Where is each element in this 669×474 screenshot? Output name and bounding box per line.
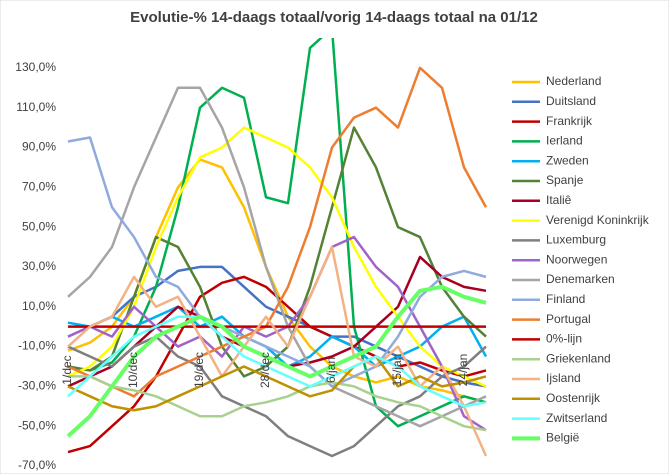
legend-label: Oostenrijk: [546, 391, 601, 405]
series-line: [67, 136, 487, 388]
plot-area: [66, 38, 488, 458]
legend-label: Denemarken: [546, 272, 615, 286]
legend-label: Verenigd Koninkrijk: [546, 213, 650, 227]
series-line: [67, 315, 487, 408]
legend-label: Spanje: [546, 173, 584, 187]
y-tick-label: 130,0%: [15, 60, 56, 74]
series-line: [67, 245, 488, 457]
legend-label: Frankrijk: [546, 114, 593, 128]
series-line: [68, 375, 487, 432]
y-tick-label: 110,0%: [16, 100, 56, 114]
legend-label: Zweden: [546, 153, 589, 167]
x-tick-label: 19/dec: [192, 352, 206, 388]
legend-label: 0%-lijn: [546, 332, 582, 346]
x-tick-label: 24/jan: [456, 354, 470, 387]
legend-label: Luxemburg: [546, 233, 606, 247]
x-tick-label: 1/dec: [60, 355, 74, 384]
series-line: [66, 284, 487, 438]
legend-label: Ierland: [546, 134, 583, 148]
y-tick-label: -10,0%: [18, 339, 56, 353]
x-tick-label: 10/dec: [126, 352, 140, 388]
legend-label: Griekenland: [546, 351, 611, 365]
x-tick-label: 6/jan: [324, 357, 338, 383]
legend-label: Noorwegen: [546, 252, 607, 266]
legend-label: Nederland: [546, 74, 601, 88]
y-tick-label: 90,0%: [22, 140, 56, 154]
y-tick-label: -30,0%: [18, 379, 56, 393]
series-line: [67, 126, 487, 378]
legend-label: Zwitserland: [546, 411, 607, 425]
legend-label: Italiê: [546, 193, 572, 207]
legend-label: België: [546, 431, 580, 445]
x-tick-label: 15/jan: [390, 354, 404, 387]
y-tick-label: -50,0%: [18, 418, 56, 432]
series-line: [67, 126, 487, 388]
series-line: [67, 38, 487, 428]
chart-title: Evolutie-% 14-daags totaal/vorig 14-daag…: [130, 9, 538, 26]
series-line: [67, 86, 487, 428]
series-line: [67, 335, 487, 458]
y-tick-label: 10,0%: [22, 299, 56, 313]
y-tick-label: -70,0%: [18, 458, 56, 472]
x-tick-label: 28/dec: [258, 352, 272, 388]
y-tick-label: 30,0%: [22, 259, 56, 273]
y-tick-label: 50,0%: [22, 219, 56, 233]
y-tick-label: 70,0%: [22, 179, 56, 193]
series-line: [67, 66, 488, 398]
legend-label: Finland: [546, 292, 585, 306]
series-line: [67, 355, 487, 412]
legend-label: Duitsland: [546, 94, 596, 108]
legend-label: Portugal: [546, 312, 591, 326]
legend-label: Ijsland: [546, 371, 581, 385]
